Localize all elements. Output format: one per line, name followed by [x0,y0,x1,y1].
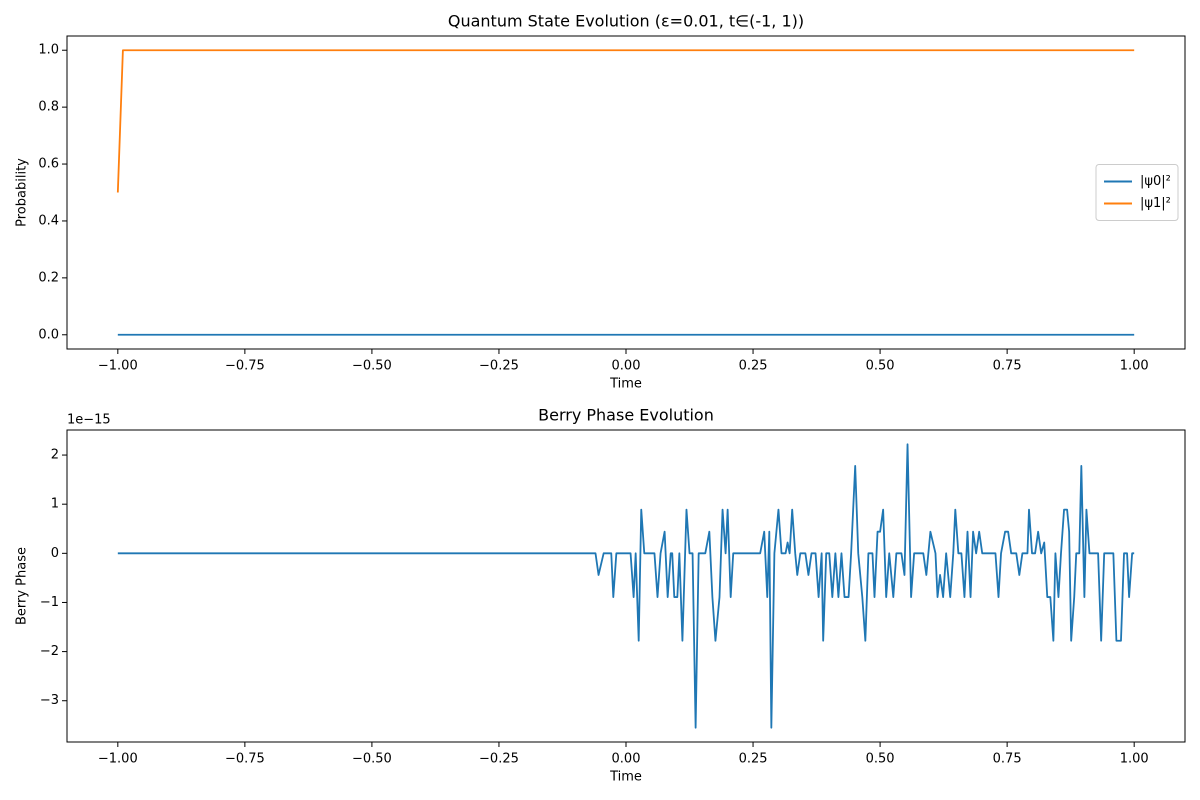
x-tick-label: 1.00 [1120,752,1149,767]
y-tick-label: −3 [40,693,59,708]
axes-frame [66,429,1186,743]
series-line [116,49,1135,193]
x-tick-label: 0.50 [866,752,895,767]
y-tick-label: 0.0 [38,327,59,342]
legend-label: |ψ1|² [1140,196,1171,211]
x-tick-label: 0.25 [739,359,768,374]
x-tick-label: 0.00 [612,359,641,374]
x-tick-label: −0.25 [479,752,519,767]
y-axis-label: Probability [15,158,30,227]
x-tick-label: −0.25 [479,359,519,374]
legend-label: |ψ0|² [1140,174,1171,189]
y-tick-label: 2 [51,448,59,463]
y-tick-label: 0.4 [38,213,59,228]
y-tick-label: 0 [51,546,59,561]
x-tick-label: 0.00 [612,752,641,767]
y-tick-label: 1 [51,497,59,512]
offset-text: 1e−15 [67,413,111,428]
x-tick-label: −0.50 [352,359,392,374]
x-tick-label: −1.00 [98,752,138,767]
chart-title: Quantum State Evolution (ε=0.01, t∈(-1, … [448,12,804,31]
x-tick-label: 1.00 [1120,359,1149,374]
chart-title: Berry Phase Evolution [538,406,714,425]
x-tick-label: 0.75 [993,752,1022,767]
y-tick-label: −2 [40,644,59,659]
x-tick-label: 0.75 [993,359,1022,374]
y-tick-label: 0.2 [38,270,59,285]
axes-frame [66,35,1186,350]
legend-box [1095,164,1179,221]
x-axis-label: Time [609,770,642,785]
x-tick-label: −0.75 [225,752,265,767]
x-tick-label: 0.25 [739,752,768,767]
y-tick-label: 1.0 [38,43,59,58]
y-tick-label: 0.8 [38,100,59,115]
x-tick-label: −1.00 [98,359,138,374]
x-tick-label: −0.75 [225,359,265,374]
x-tick-label: 0.50 [866,359,895,374]
x-tick-label: −0.50 [352,752,392,767]
y-axis-label: Berry Phase [15,547,30,625]
x-axis-label: Time [609,377,642,392]
y-tick-label: 0.6 [38,157,59,172]
y-tick-label: −1 [40,595,59,610]
series-line [117,443,1135,729]
